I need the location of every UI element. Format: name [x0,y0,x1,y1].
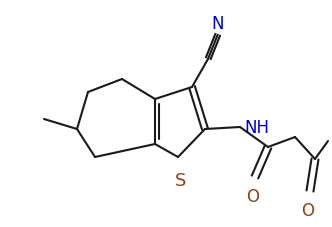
Text: O: O [301,201,314,219]
Text: O: O [246,187,260,205]
Text: S: S [175,171,187,189]
Text: NH: NH [244,118,269,136]
Text: N: N [212,15,224,33]
